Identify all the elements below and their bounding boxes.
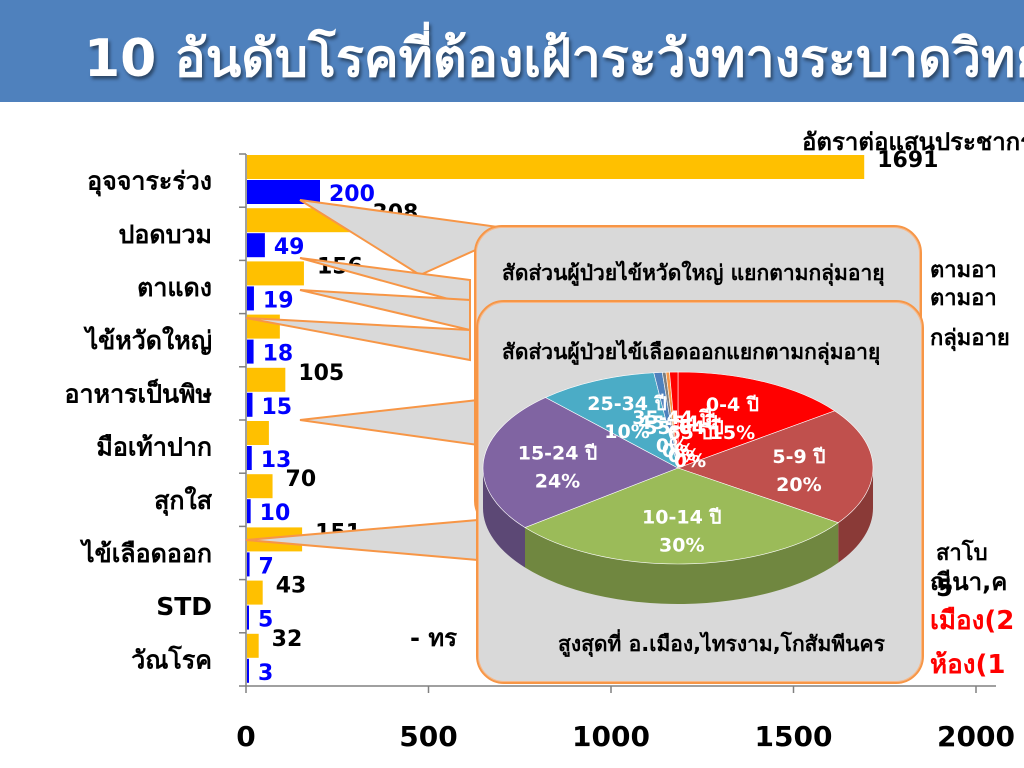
x-tick-label: 1500 <box>755 720 833 753</box>
data-label-blue: 19 <box>263 288 294 313</box>
pie-slice-side <box>838 468 873 563</box>
bar-rate <box>247 367 286 392</box>
bar-blue <box>247 286 254 311</box>
callout-pointer <box>245 317 471 362</box>
data-label-rate: 70 <box>286 467 317 492</box>
pie-label-name: 15-24 ปี <box>518 442 597 464</box>
pie-label-name: 10-14 ปี <box>642 506 721 528</box>
pie-slice <box>524 467 839 565</box>
bar-blue <box>247 552 250 577</box>
pie-label-name: 35-44 ปี <box>632 407 711 429</box>
data-label-blue: 5 <box>258 608 273 633</box>
data-label-blue: 18 <box>263 342 294 367</box>
bar-blue <box>247 392 253 417</box>
data-label-rate: 43 <box>276 574 307 599</box>
category-label: อาหารเป็นพิษ <box>65 378 212 408</box>
callout-pointer <box>299 398 479 447</box>
pie-label-percent: 24% <box>535 470 580 492</box>
pie-label-percent: 0% <box>668 445 700 467</box>
category-label: วัณโรค <box>131 644 212 674</box>
x-tick-label: 2000 <box>937 720 1015 753</box>
pie-label-name: 25-34 ปี <box>587 393 666 415</box>
bar-blue <box>247 499 251 524</box>
influenza-side-line-1: ตามอา <box>930 258 997 283</box>
bar-rate <box>247 261 304 286</box>
pie-label-percent: 0% <box>674 450 706 472</box>
bar-rate <box>247 155 865 179</box>
pie-slice <box>677 410 874 524</box>
pie-label-percent: 0% <box>662 440 694 462</box>
bar-blue <box>247 180 320 204</box>
data-label-blue: 200 <box>329 182 375 207</box>
side-note-3: ณีนา,ค <box>930 568 1008 596</box>
callout-pointer <box>299 289 471 332</box>
bar-rate <box>247 580 263 605</box>
pie-label-name: 45-54 ปี <box>638 412 717 434</box>
data-label-rate: 105 <box>298 361 344 386</box>
data-label-blue: 7 <box>259 554 274 579</box>
data-label-rate: 1691 <box>877 148 938 173</box>
category-label: สุกใส <box>154 485 213 517</box>
pie-label-name: 0-4 ปี <box>706 394 759 416</box>
callout-pointer <box>299 257 471 307</box>
bar-blue <box>247 446 252 470</box>
category-label: อุจจาระร่วง <box>87 167 212 198</box>
bar-rate <box>247 633 259 658</box>
dhf-side-line-1: กลุ่มอาย <box>930 326 1010 351</box>
bar-blue <box>247 605 249 630</box>
pie-label-name: 65 ปี <box>667 422 712 444</box>
side-note-6: ห้อง(1 <box>930 650 1006 680</box>
callout-pointer <box>299 199 524 277</box>
category-label: STD <box>156 592 212 621</box>
category-label: ปอดบวม <box>118 220 212 249</box>
pie-label-percent: 20% <box>776 474 821 496</box>
side-note-1: - ทร <box>410 624 458 652</box>
pie-label-percent: 15% <box>710 422 755 444</box>
data-label-blue: 10 <box>260 501 291 526</box>
page-title: 10 อันดับโรคที่ต้องเฝ้าระวังทางระบาดวิทย… <box>84 29 1024 89</box>
callout-influenza-title: สัดส่วนผู้ป่วยไข้หวัดใหญ่ แยกตามกลุ่มอาย… <box>502 261 885 285</box>
side-note-2: สาโบ <box>936 541 988 566</box>
x-tick-label: 1000 <box>572 720 650 753</box>
pie-label-percent: 0% <box>656 435 688 457</box>
data-label-blue: 3 <box>258 661 273 686</box>
bar-rate <box>247 474 273 499</box>
category-label: ไข้เลือดออก <box>79 538 212 568</box>
pie-chart-dhf: 0-4 ปี 15% 5-9 ปี 20% 10-14 ปี 30% 15-24 ปี 24%… <box>482 371 874 604</box>
bar-blue <box>247 658 249 683</box>
pie-slice-side <box>483 468 526 568</box>
pie-slice <box>677 371 836 469</box>
category-label: ไข้หวัดใหญ่ <box>83 325 212 355</box>
bar-blue <box>247 233 265 258</box>
pie-label-percent: 30% <box>659 534 704 556</box>
title-bar: 10 อันดับโรคที่ต้องเฝ้าระวังทางระบาดวิทย… <box>0 0 1024 102</box>
chart-subtitle: อัตราต่อแสนประชากร <box>802 128 1024 156</box>
pie-label-name: 55-64 ปี <box>644 417 723 439</box>
bar-blue <box>247 339 254 364</box>
category-label: ตาแดง <box>137 273 212 302</box>
pie-slice <box>482 397 679 528</box>
side-note-5: เมือง(2 <box>930 606 1015 636</box>
pie-label-name: 5-9 ปี <box>772 446 825 468</box>
x-tick-label: 500 <box>399 720 457 753</box>
pie-label-percent: 10% <box>604 421 649 443</box>
callout-dhf-title: สัดส่วนผู้ป่วยไข้เลือดออกแยกตามกลุ่มอายุ <box>502 340 881 364</box>
bar-rate <box>247 421 269 445</box>
influenza-side-line-2: ตามอา <box>930 286 997 311</box>
side-note-4: 5 <box>936 574 953 602</box>
callout-dhf: สัดส่วนผู้ป่วยไข้เลือดออกแยกตามกลุ่มอายุ… <box>476 300 924 684</box>
data-label-blue: 15 <box>261 395 292 420</box>
data-label-blue: 13 <box>261 448 292 473</box>
category-label: มือเท้าปาก <box>96 433 212 462</box>
x-tick-label: 0 <box>236 720 255 753</box>
pie-slice <box>544 372 679 469</box>
data-label-blue: 49 <box>274 235 305 260</box>
data-label-rate: 32 <box>272 627 303 652</box>
pie-slice <box>669 371 679 469</box>
callout-dhf-footer: สูงสุดที่ อ.เมือง,ไทรงาม,โกสัมพีนคร <box>558 632 885 656</box>
pie-slice-side <box>525 522 839 604</box>
